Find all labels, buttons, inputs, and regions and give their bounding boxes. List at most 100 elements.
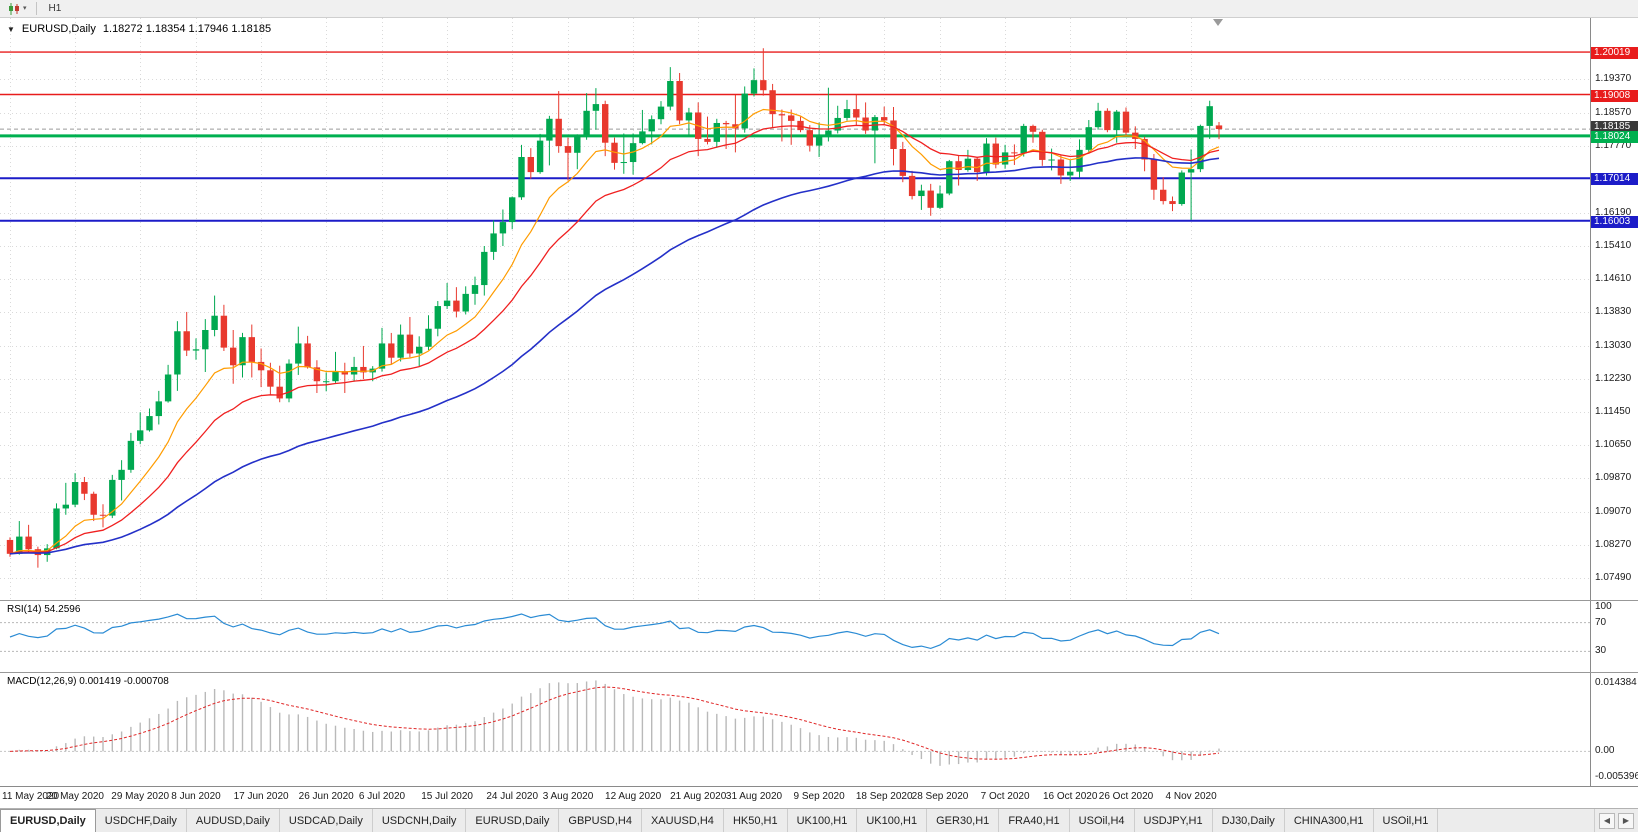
date-label: 18 Sep 2020 <box>855 791 913 802</box>
chart-tab[interactable]: USOil,H1 <box>1373 809 1439 832</box>
horizontal-lines-layer <box>0 51 1590 222</box>
date-label: 8 Jun 2020 <box>171 791 221 802</box>
price-axis[interactable]: 1.19370 1.18570 1.17770 1.16190 1.15410 1.146… <box>1590 18 1638 600</box>
chart-tab[interactable]: USDCHF,Daily <box>95 809 187 832</box>
date-axis[interactable]: 11 May 2020 20 May 2020 29 May 2020 8 Jun 2… <box>0 786 1638 808</box>
date-label: 9 Sep 2020 <box>793 791 845 802</box>
rsi-axis-label: 70 <box>1595 616 1607 628</box>
chart-tab[interactable]: USOil,H4 <box>1069 809 1135 832</box>
chart-ohlc-values: 1.18272 1.18354 1.17946 1.18185 <box>102 23 272 35</box>
chart-type-button[interactable]: ▾ <box>4 1 30 17</box>
price-axis-label: 1.14610 <box>1595 273 1632 285</box>
rsi-header: RSI(14) 54.2596 <box>7 604 81 615</box>
date-label: 7 Oct 2020 <box>980 791 1030 802</box>
date-label: 17 Jun 2020 <box>233 791 289 802</box>
tab-scroll-controls: ◀ ▶ <box>1594 809 1638 832</box>
chart-tab[interactable]: EURUSD,Daily <box>0 809 96 832</box>
chart-tab[interactable]: HK50,H1 <box>723 809 788 832</box>
date-label: 29 May 2020 <box>111 791 170 802</box>
chart-tab[interactable]: UK100,H1 <box>787 809 858 832</box>
macd-axis-label: 0.00 <box>1595 745 1615 757</box>
price-axis-label: 1.11450 <box>1595 405 1631 417</box>
candlestick-chart-icon <box>9 2 19 15</box>
date-label: 3 Aug 2020 <box>542 791 594 802</box>
price-axis-label: 1.17770 <box>1595 140 1632 152</box>
price-axis-label: 1.07490 <box>1595 572 1632 584</box>
chart-symbol-label: EURUSD,Daily <box>21 23 96 35</box>
macd-axis-label: 0.014384 <box>1595 677 1637 688</box>
ma-slow-line <box>9 157 1220 555</box>
date-label: 12 Aug 2020 <box>605 791 662 802</box>
price-axis-label: 1.18570 <box>1595 106 1632 118</box>
macd-header: MACD(12,26,9) 0.001419 -0.000708 <box>7 676 169 687</box>
chart-tab[interactable]: XAUUSD,H4 <box>641 809 724 832</box>
macd-indicator-panel: 0.014384 0.00 -0.005396 MACD(12,26,9) 0.00… <box>0 672 1638 786</box>
chart-tab[interactable]: GER30,H1 <box>927 809 1000 832</box>
chart-tab[interactable]: CHINA300,H1 <box>1284 809 1374 832</box>
price-axis-label: 1.13830 <box>1595 305 1632 317</box>
date-label: 4 Nov 2020 <box>1165 791 1217 802</box>
chart-shift-marker-icon[interactable] <box>1213 19 1223 26</box>
current-price-tag: 1.18185 <box>1591 121 1638 134</box>
date-label: 20 May 2020 <box>46 791 105 802</box>
rsi-axis[interactable]: 100 70 30 <box>1590 601 1638 672</box>
date-label: 26 Oct 2020 <box>1098 791 1154 802</box>
chart-tab[interactable]: USDCAD,Daily <box>279 809 373 832</box>
macd-histogram <box>18 680 1220 766</box>
date-label: 28 Sep 2020 <box>911 791 969 802</box>
ma-fast-line <box>9 108 1220 555</box>
grid-layer <box>0 18 1590 600</box>
date-label: 21 Aug 2020 <box>670 791 727 802</box>
rsi-line <box>9 613 1220 650</box>
rsi-canvas[interactable] <box>0 601 1590 673</box>
rsi-axis-label: 100 <box>1595 601 1612 612</box>
date-label: 11 May 2020 <box>2 791 60 802</box>
chart-tab[interactable]: DJ30,Daily <box>1212 809 1285 832</box>
macd-signal-line <box>9 686 1220 760</box>
price-axis-label: 1.08270 <box>1595 539 1632 551</box>
timeframe-button-h1[interactable]: H1 <box>48 3 62 14</box>
chart-title: ▼ EURUSD,Daily 1.18272 1.18354 1.17946 1… <box>7 23 271 35</box>
price-axis-label: 1.12230 <box>1595 373 1632 385</box>
chart-tab[interactable]: EURUSD,Daily <box>466 809 560 832</box>
chart-tab[interactable]: AUDUSD,Daily <box>186 809 280 832</box>
macd-axis-label: -0.005396 <box>1595 771 1638 782</box>
chart-tab[interactable]: UK100,H1 <box>857 809 928 832</box>
price-axis-label: 1.13030 <box>1595 339 1632 351</box>
ma-mid-line <box>9 123 1220 555</box>
chart-tab[interactable]: USDJPY,H1 <box>1134 809 1213 832</box>
chart-toolbar: ▾ M1M5M15M30H1H4D1W1MN <box>0 0 1638 74</box>
chart-type-caret-icon: ▾ <box>23 5 27 12</box>
chart-menu-icon[interactable]: ▼ <box>7 24 15 34</box>
candles-layer <box>6 48 1223 568</box>
date-label: 24 Jul 2020 <box>486 791 539 802</box>
hline-price-tag: 1.19008 <box>1591 89 1638 102</box>
rsi-axis-label: 30 <box>1595 645 1607 657</box>
tabs-scroll-right-button[interactable]: ▶ <box>1618 812 1634 829</box>
price-axis-label: 1.10650 <box>1595 439 1632 451</box>
main-chart-canvas[interactable] <box>0 18 1590 600</box>
macd-canvas[interactable] <box>0 673 1590 787</box>
rsi-indicator-panel: 100 70 30 RSI(14) 54.2596 <box>0 600 1638 672</box>
macd-axis[interactable]: 0.014384 0.00 -0.005396 <box>1590 673 1638 786</box>
chart-tab[interactable]: USDCNH,Daily <box>372 809 467 832</box>
date-label: 6 Jul 2020 <box>358 791 406 802</box>
chart-tabs: EURUSD,Daily USDCHF,Daily AUDUSD,Daily USDC… <box>0 809 1594 832</box>
toolbar-separator <box>35 2 37 15</box>
price-axis-label: 1.15410 <box>1595 239 1632 251</box>
date-label: 16 Oct 2020 <box>1042 791 1098 802</box>
hline-price-tag: 1.16003 <box>1591 215 1638 228</box>
chart-tab-bar: EURUSD,Daily USDCHF,Daily AUDUSD,Daily USDC… <box>0 808 1638 832</box>
price-axis-label: 1.09070 <box>1595 505 1632 517</box>
hline-price-tag: 1.20019 <box>1591 47 1638 60</box>
date-label: 26 Jun 2020 <box>298 791 354 802</box>
date-label: 31 Aug 2020 <box>725 791 783 802</box>
chart-tab[interactable]: FRA40,H1 <box>999 809 1070 832</box>
chart-tab[interactable]: GBPUSD,H4 <box>559 809 642 832</box>
date-label: 15 Jul 2020 <box>421 791 473 802</box>
tabs-scroll-left-button[interactable]: ◀ <box>1599 812 1615 829</box>
price-axis-label: 1.19370 <box>1595 73 1632 85</box>
main-chart-panel: 1.19370 1.18570 1.17770 1.16190 1.15410 1.146… <box>0 18 1638 600</box>
price-axis-label: 1.09870 <box>1595 472 1632 484</box>
